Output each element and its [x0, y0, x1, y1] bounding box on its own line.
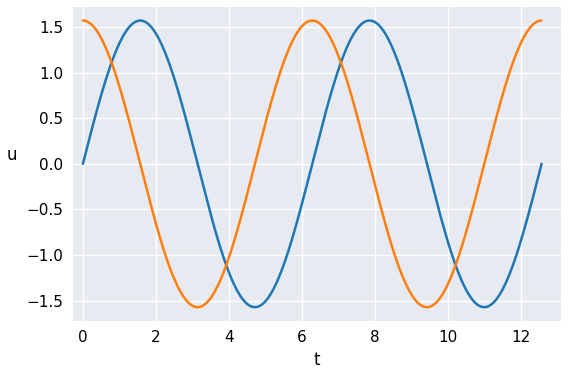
Y-axis label: u: u: [7, 146, 18, 164]
X-axis label: t: t: [314, 351, 320, 369]
